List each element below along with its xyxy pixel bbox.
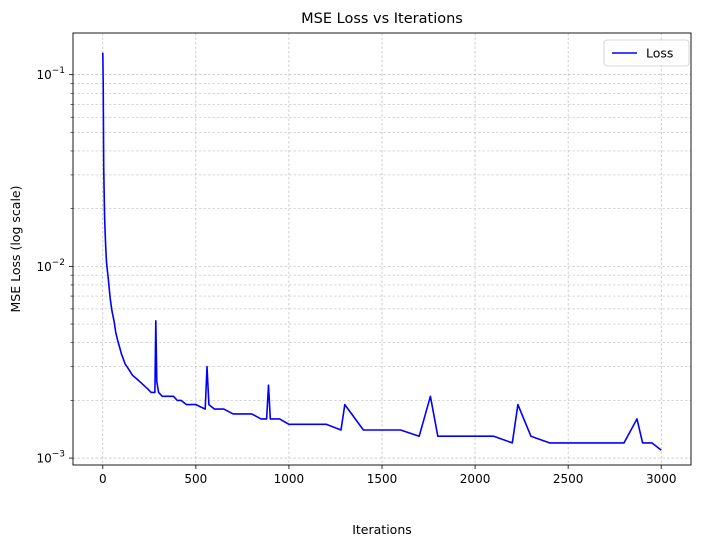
y-tick-label: 10−1 — [36, 66, 65, 82]
x-tick-label: 3000 — [646, 472, 677, 486]
y-tick-label: 10−3 — [36, 450, 65, 466]
y-tick-label: 10−2 — [36, 258, 65, 274]
chart-title: MSE Loss vs Iterations — [301, 11, 463, 27]
x-tick-label: 1500 — [367, 472, 398, 486]
series-line-loss — [102, 52, 662, 451]
x-axis: 0 500 1000 1500 2000 2500 3000 — [99, 465, 677, 486]
x-axis-label: Iterations — [352, 522, 412, 537]
x-tick-label: 2500 — [553, 472, 584, 486]
legend-label-loss: Loss — [646, 46, 673, 61]
series-group — [102, 52, 662, 451]
legend: Loss — [603, 39, 690, 67]
y-axis: 10−3 10−2 10−1 — [36, 66, 73, 466]
y-axis-label: MSE Loss (log scale) — [8, 186, 23, 313]
minor-gridlines — [73, 83, 691, 401]
major-gridlines — [73, 33, 691, 465]
x-tick-label: 0 — [99, 472, 107, 486]
x-tick-label: 1000 — [274, 472, 305, 486]
x-tick-label: 2000 — [460, 472, 491, 486]
x-tick-label: 500 — [184, 472, 207, 486]
legend-box — [603, 39, 690, 67]
